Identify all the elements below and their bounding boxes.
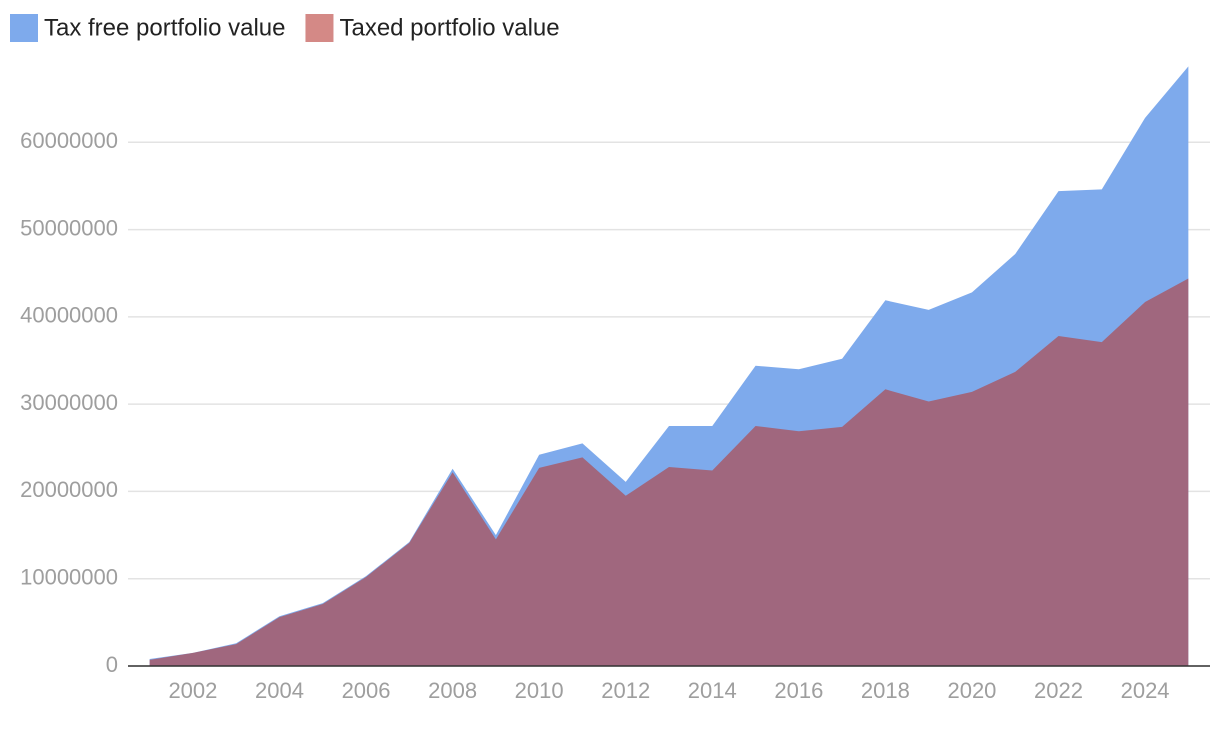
y-tick-label: 30000000 [20,390,118,415]
x-tick-label: 2008 [428,678,477,703]
x-tick-label: 2004 [255,678,304,703]
y-tick-label: 40000000 [20,303,118,328]
x-tick-label: 2024 [1121,678,1170,703]
x-tick-label: 2022 [1034,678,1083,703]
x-tick-label: 2012 [601,678,650,703]
x-tick-label: 2006 [342,678,391,703]
legend-label: Taxed portfolio value [339,14,559,41]
y-tick-label: 60000000 [20,128,118,153]
x-tick-label: 2016 [774,678,823,703]
y-tick-label: 0 [106,652,118,677]
y-tick-label: 50000000 [20,215,118,240]
y-tick-label: 20000000 [20,477,118,502]
x-tick-label: 2002 [168,678,217,703]
legend-swatch [10,14,38,42]
legend-swatch [305,14,334,42]
x-tick-label: 2014 [688,678,737,703]
x-tick-label: 2018 [861,678,910,703]
area [149,278,1189,666]
legend-label: Tax free portfolio value [44,14,285,41]
y-tick-label: 10000000 [20,565,118,590]
x-tick-label: 2020 [947,678,996,703]
x-tick-label: 2010 [515,678,564,703]
